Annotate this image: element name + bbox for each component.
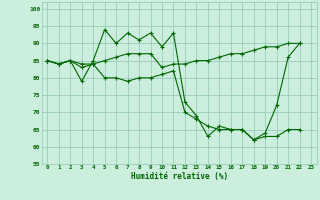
X-axis label: Humidité relative (%): Humidité relative (%) [131,172,228,181]
